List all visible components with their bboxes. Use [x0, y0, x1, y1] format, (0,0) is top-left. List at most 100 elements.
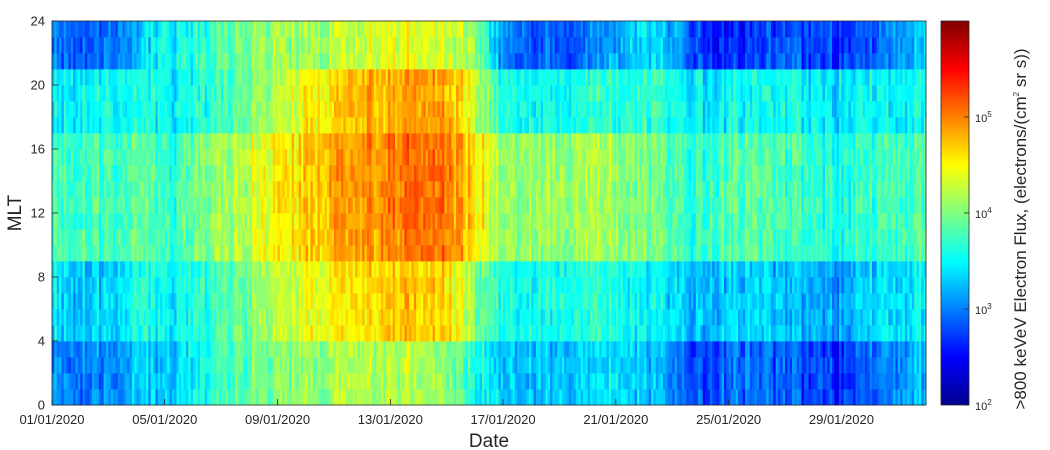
heatmap-cell	[338, 133, 342, 150]
heatmap-cell	[491, 101, 495, 118]
heatmap-cell	[174, 341, 177, 358]
heatmap-cell	[249, 293, 253, 310]
heatmap-cell	[519, 165, 523, 182]
heatmap-cell	[336, 85, 340, 102]
heatmap-cell	[390, 85, 394, 102]
heatmap-cell	[505, 181, 509, 198]
heatmap-cell	[531, 341, 535, 358]
heatmap-cell	[164, 165, 168, 182]
heatmap-cell	[362, 53, 365, 70]
heatmap-cell	[345, 133, 349, 150]
heatmap-cell	[500, 389, 504, 406]
heatmap-cell	[340, 325, 344, 342]
heatmap-cell	[258, 197, 262, 214]
heatmap-cell	[481, 117, 485, 134]
heatmap-cell	[533, 149, 537, 166]
heatmap-cell	[481, 53, 485, 70]
heatmap-cell	[531, 21, 535, 38]
heatmap-cell	[54, 117, 58, 134]
heatmap-cell	[371, 309, 375, 326]
heatmap-cell	[98, 53, 102, 70]
heatmap-cell	[526, 37, 530, 54]
heatmap-cell	[275, 341, 278, 358]
heatmap-cell	[517, 21, 520, 38]
heatmap-cell	[498, 37, 502, 54]
heatmap-cell	[310, 181, 314, 198]
heatmap-cell	[291, 245, 295, 262]
heatmap-cell	[221, 357, 224, 374]
heatmap-cell	[385, 277, 389, 294]
heatmap-cell	[75, 261, 79, 278]
heatmap-cell	[324, 101, 328, 118]
heatmap-cell	[474, 133, 478, 150]
heatmap-cell	[425, 213, 429, 230]
heatmap-cell	[153, 293, 156, 310]
heatmap-cell	[110, 245, 114, 262]
heatmap-cell	[202, 341, 206, 358]
heatmap-cell	[453, 213, 457, 230]
heatmap-cell	[446, 53, 450, 70]
heatmap-cell	[80, 165, 83, 182]
heatmap-cell	[54, 341, 58, 358]
heatmap-cell	[322, 341, 325, 358]
heatmap-cell	[207, 53, 210, 70]
heatmap-cell	[512, 85, 516, 102]
heatmap-cell	[479, 165, 483, 182]
heatmap-cell	[305, 21, 309, 38]
heatmap-cell	[395, 325, 398, 342]
heatmap-cell	[524, 293, 527, 310]
heatmap-cell	[411, 181, 415, 198]
heatmap-cell	[204, 85, 208, 102]
heatmap-cell	[458, 325, 462, 342]
heatmap-cell	[312, 197, 316, 214]
heatmap-cell	[174, 229, 177, 246]
heatmap-cell	[303, 101, 307, 118]
heatmap-cell	[277, 293, 281, 310]
heatmap-cell	[430, 245, 434, 262]
heatmap-cell	[272, 21, 276, 38]
heatmap-cell	[286, 69, 290, 86]
heatmap-cell	[94, 85, 98, 102]
heatmap-cell	[89, 325, 93, 342]
heatmap-cell	[291, 325, 295, 342]
heatmap-cell	[216, 373, 220, 390]
heatmap-cell	[66, 357, 69, 374]
heatmap-cell	[538, 341, 542, 358]
heatmap-cell	[75, 85, 79, 102]
heatmap-cell	[129, 69, 133, 86]
heatmap-cell	[228, 69, 231, 86]
heatmap-cell	[82, 53, 86, 70]
heatmap-cell	[312, 277, 316, 294]
heatmap-cell	[204, 53, 208, 70]
heatmap-cell	[449, 373, 452, 390]
heatmap-cell	[131, 309, 135, 326]
heatmap-cell	[291, 373, 295, 390]
heatmap-cell	[70, 245, 74, 262]
heatmap-cell	[453, 149, 457, 166]
heatmap-cell	[197, 181, 201, 198]
heatmap-cell	[350, 197, 354, 214]
heatmap-cell	[385, 85, 389, 102]
heatmap-cell	[336, 117, 340, 134]
heatmap-cell	[110, 293, 114, 310]
heatmap-cell	[446, 117, 450, 134]
heatmap-cell	[188, 37, 192, 54]
heatmap-cell	[284, 213, 288, 230]
heatmap-cell	[432, 213, 436, 230]
heatmap-cell	[392, 165, 396, 182]
heatmap-cell	[202, 229, 206, 246]
heatmap-cell	[235, 261, 239, 278]
heatmap-cell	[70, 133, 74, 150]
heatmap-cell	[310, 21, 314, 38]
heatmap-cell	[148, 325, 152, 342]
heatmap-cell	[439, 21, 443, 38]
heatmap-cell	[200, 213, 203, 230]
heatmap-cell	[399, 245, 403, 262]
heatmap-cell	[474, 229, 478, 246]
heatmap-cell	[171, 53, 175, 70]
heatmap-cell	[345, 245, 349, 262]
heatmap-cell	[101, 85, 105, 102]
heatmap-cell	[270, 245, 274, 262]
heatmap-cell	[423, 85, 426, 102]
heatmap-cell	[94, 389, 98, 406]
